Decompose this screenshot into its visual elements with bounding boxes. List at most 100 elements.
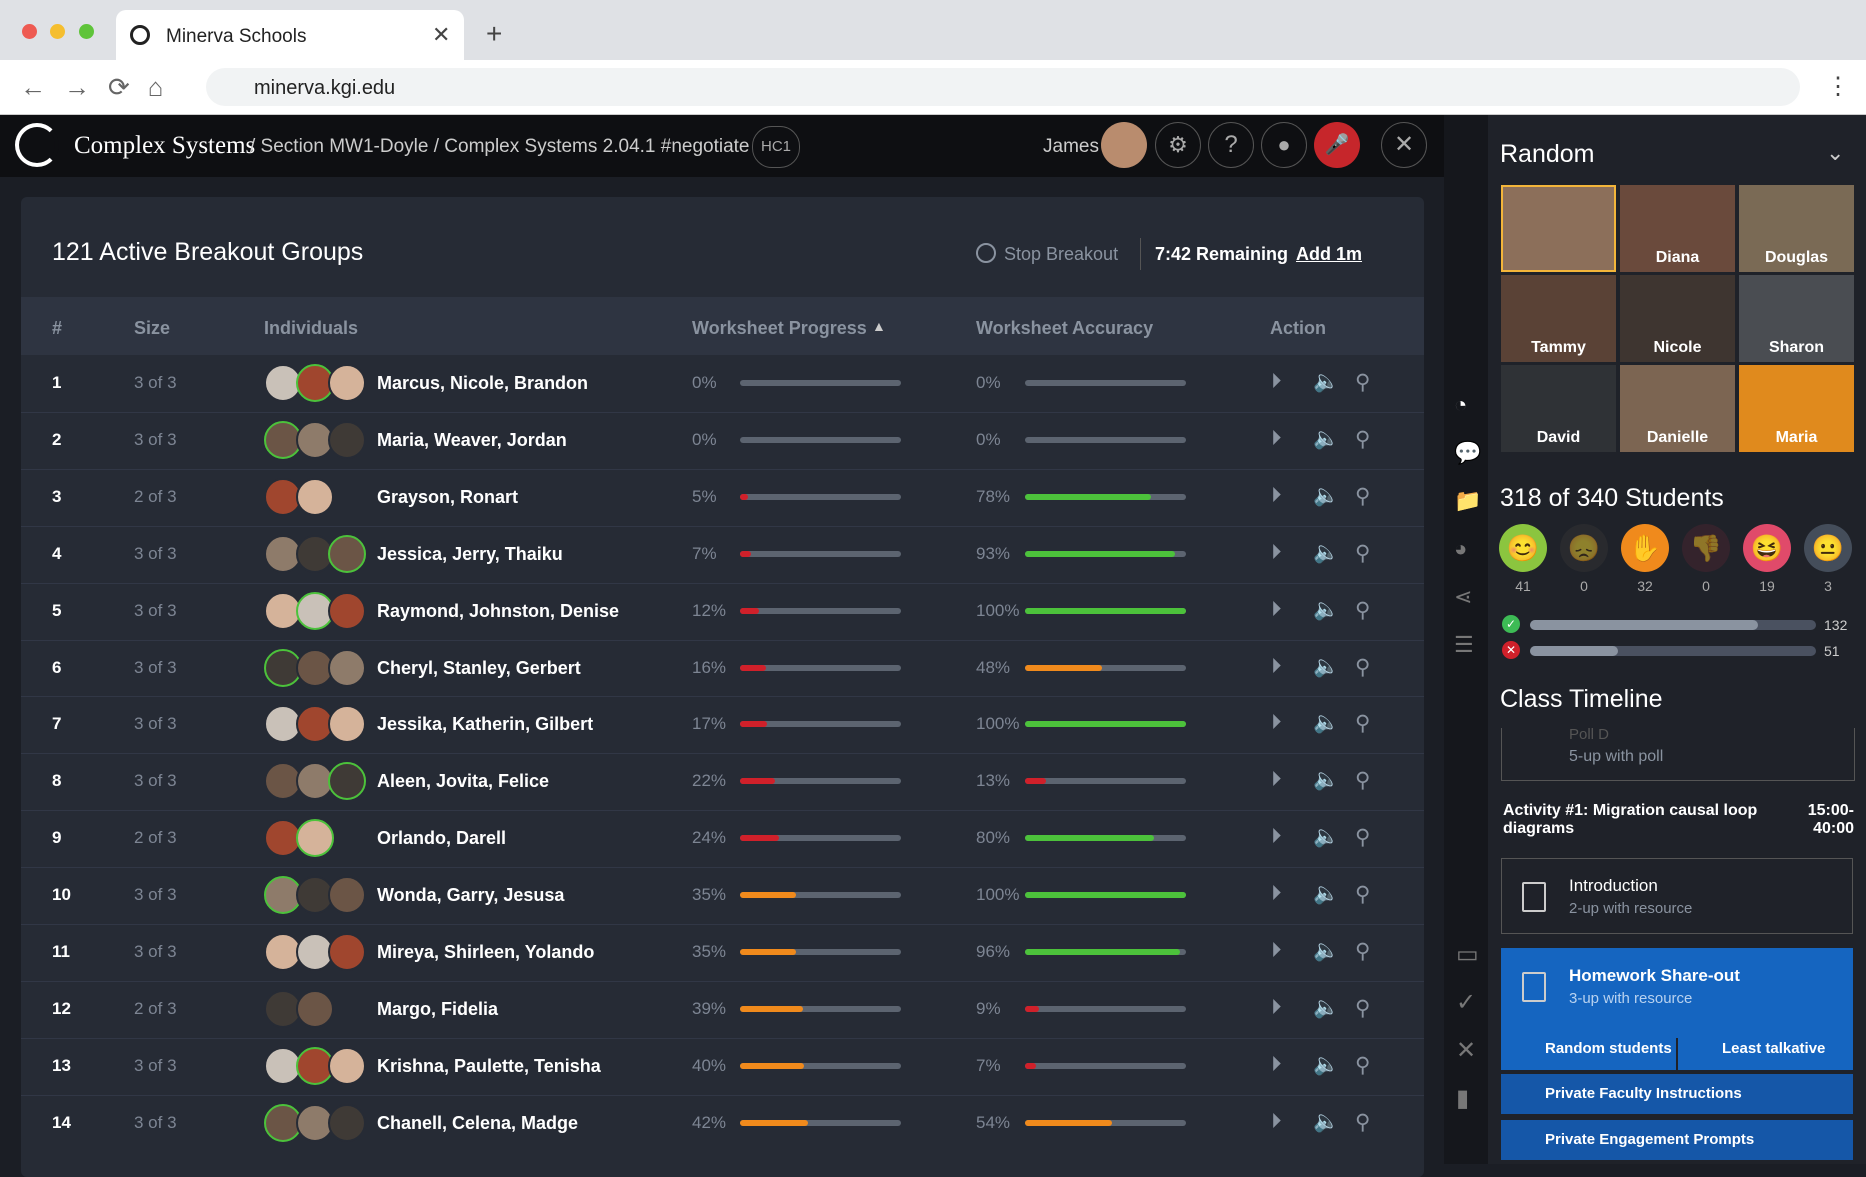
video-tile[interactable] (1620, 185, 1735, 272)
action-button[interactable]: 🔈 (1313, 483, 1340, 507)
action-button[interactable]: ⚲ (1355, 883, 1371, 907)
action-button[interactable]: 🔈 (1313, 768, 1340, 792)
reaction-icon[interactable]: 👎 (1682, 524, 1730, 572)
reaction-icon[interactable]: 😞 (1560, 524, 1608, 572)
row-names[interactable]: Grayson, Ronart (377, 486, 519, 507)
timeline-button[interactable]: Least talkative (1678, 1028, 1853, 1070)
action-button[interactable]: ⚲ (1355, 769, 1371, 793)
browser-tab[interactable] (116, 10, 464, 60)
row-names[interactable]: Maria, Weaver, Jordan (377, 429, 567, 450)
menu[interactable]: ⋮ (1826, 73, 1850, 100)
action-button[interactable]: ⚲ (1355, 541, 1371, 565)
row-names[interactable]: Mireya, Shirleen, Yolando (377, 942, 595, 962)
action-button[interactable]: 🔈 (1313, 1109, 1340, 1133)
rail-icon[interactable]: 📁 (1454, 488, 1482, 513)
action-button[interactable]: 🔈 (1313, 597, 1340, 621)
badge[interactable]: HC1 (752, 126, 800, 168)
action-button[interactable]: 🔈 (1313, 654, 1340, 678)
traffic-red[interactable] (22, 24, 37, 39)
action-button[interactable]: ⏵ (1271, 882, 1282, 906)
action-button[interactable]: ⏵ (1271, 597, 1282, 621)
faculty-link[interactable]: Private Engagement Prompts (1501, 1120, 1853, 1160)
timeline-item[interactable] (1501, 858, 1853, 934)
action-button[interactable]: ⚲ (1355, 940, 1371, 963)
faculty-link[interactable]: Private Faculty Instructions (1501, 1074, 1853, 1114)
rail-icon[interactable]: ✓ (1456, 989, 1477, 1016)
action-button[interactable]: ⏵ (1271, 939, 1282, 962)
record-button[interactable]: ● (1261, 122, 1307, 168)
row-names[interactable]: Margo, Fidelia (377, 998, 499, 1019)
action-button[interactable]: ⚲ (1355, 712, 1371, 736)
nav-buttons[interactable]: ←→⟳⌂ (20, 72, 182, 102)
action-button[interactable]: ⚲ (1355, 484, 1371, 508)
row-names[interactable]: Raymond, Johnston, Denise (377, 600, 620, 621)
action-button[interactable]: ⏵ (1271, 370, 1282, 393)
action-button[interactable]: 🔈 (1313, 540, 1340, 564)
action-button[interactable]: ⏵ (1271, 711, 1282, 735)
action-button[interactable]: ⚲ (1355, 996, 1371, 1020)
action-button[interactable]: ⚲ (1355, 427, 1371, 451)
action-button[interactable]: ⏵ (1271, 1109, 1282, 1133)
random-toggle[interactable]: ⌄ (1826, 140, 1845, 165)
action-button[interactable]: ⚲ (1355, 1110, 1371, 1134)
poll-card[interactable] (1501, 728, 1855, 781)
row-names[interactable]: Krishna, Paulette, Tenisha (377, 1055, 601, 1076)
action-button[interactable]: ⏵ (1271, 540, 1282, 564)
video-tile[interactable] (1739, 185, 1854, 272)
action-button[interactable]: 🔈 (1313, 370, 1340, 393)
user-avatar[interactable] (1101, 122, 1147, 168)
row-names[interactable]: Jessika, Katherin, Gilbert (377, 714, 594, 735)
action-button[interactable]: 🔈 (1313, 1052, 1340, 1076)
video-tile[interactable] (1501, 275, 1616, 362)
action-button[interactable]: 🔈 (1313, 426, 1340, 450)
rail-icon[interactable]: 💬 (1454, 440, 1482, 465)
action-button[interactable]: 🔈 (1313, 711, 1340, 735)
action-button[interactable]: 🔈 (1313, 995, 1340, 1019)
traffic-yellow[interactable] (50, 24, 65, 39)
action-button[interactable]: ⏵ (1271, 1052, 1282, 1076)
action-button[interactable]: 🔈 (1313, 939, 1340, 962)
action-button[interactable]: ⚲ (1355, 598, 1371, 622)
column-header[interactable]: Worksheet Progress (692, 318, 867, 338)
row-names[interactable]: Marcus, Nicole, Brandon (377, 373, 589, 393)
action-button[interactable]: ⏵ (1271, 768, 1282, 792)
reaction-icon[interactable]: 😊 (1499, 524, 1547, 572)
rail-icon[interactable]: ▮ (1456, 1085, 1470, 1112)
action-button[interactable]: ⏵ (1271, 654, 1282, 678)
action-button[interactable]: 🔈 (1313, 882, 1340, 906)
action-button[interactable]: ⚲ (1355, 371, 1371, 394)
video-tile[interactable] (1739, 275, 1854, 362)
row-names[interactable]: Orlando, Darell (377, 828, 507, 849)
video-tile[interactable] (1501, 365, 1616, 452)
action-button[interactable]: ⏵ (1271, 995, 1282, 1019)
row-names[interactable]: Jessica, Jerry, Thaiku (377, 543, 563, 564)
video-tile[interactable] (1620, 365, 1735, 452)
rail-icon[interactable]: ◕ (1454, 536, 1468, 561)
reaction-icon[interactable]: 😐 (1804, 524, 1852, 572)
action-button[interactable]: ⏵ (1271, 426, 1282, 450)
mute-button[interactable]: 🎤 (1314, 122, 1360, 168)
new-tab[interactable]: + (486, 18, 503, 49)
action-button[interactable]: ⚲ (1355, 655, 1371, 679)
video-tile[interactable] (1501, 185, 1616, 272)
settings-button[interactable]: ⚙ (1155, 122, 1201, 168)
add-time[interactable]: Add 1m (1296, 244, 1363, 264)
rail-icon[interactable]: ☰ (1454, 632, 1474, 657)
action-button[interactable]: ⏵ (1271, 483, 1282, 507)
help-button[interactable]: ? (1208, 122, 1254, 168)
address-field[interactable] (206, 68, 1800, 106)
close-button[interactable]: ✕ (1381, 122, 1427, 168)
traffic-green[interactable] (79, 24, 94, 39)
row-names[interactable]: Chanell, Celena, Madge (377, 1112, 579, 1133)
stop-breakout[interactable]: Stop Breakout (1004, 244, 1119, 264)
action-button[interactable]: 🔈 (1313, 825, 1340, 849)
rail-icon[interactable]: ▭ (1456, 941, 1479, 968)
action-button[interactable]: ⏵ (1271, 825, 1282, 849)
timeline-item[interactable] (1501, 948, 1853, 1038)
tab-close[interactable]: ✕ (432, 22, 451, 47)
reaction-icon[interactable]: ✋ (1621, 524, 1669, 572)
action-button[interactable]: ⚲ (1355, 1053, 1371, 1077)
video-tile[interactable] (1620, 275, 1735, 362)
row-names[interactable]: Cheryl, Stanley, Gerbert (377, 657, 581, 678)
reaction-icon[interactable]: 😆 (1743, 524, 1791, 572)
